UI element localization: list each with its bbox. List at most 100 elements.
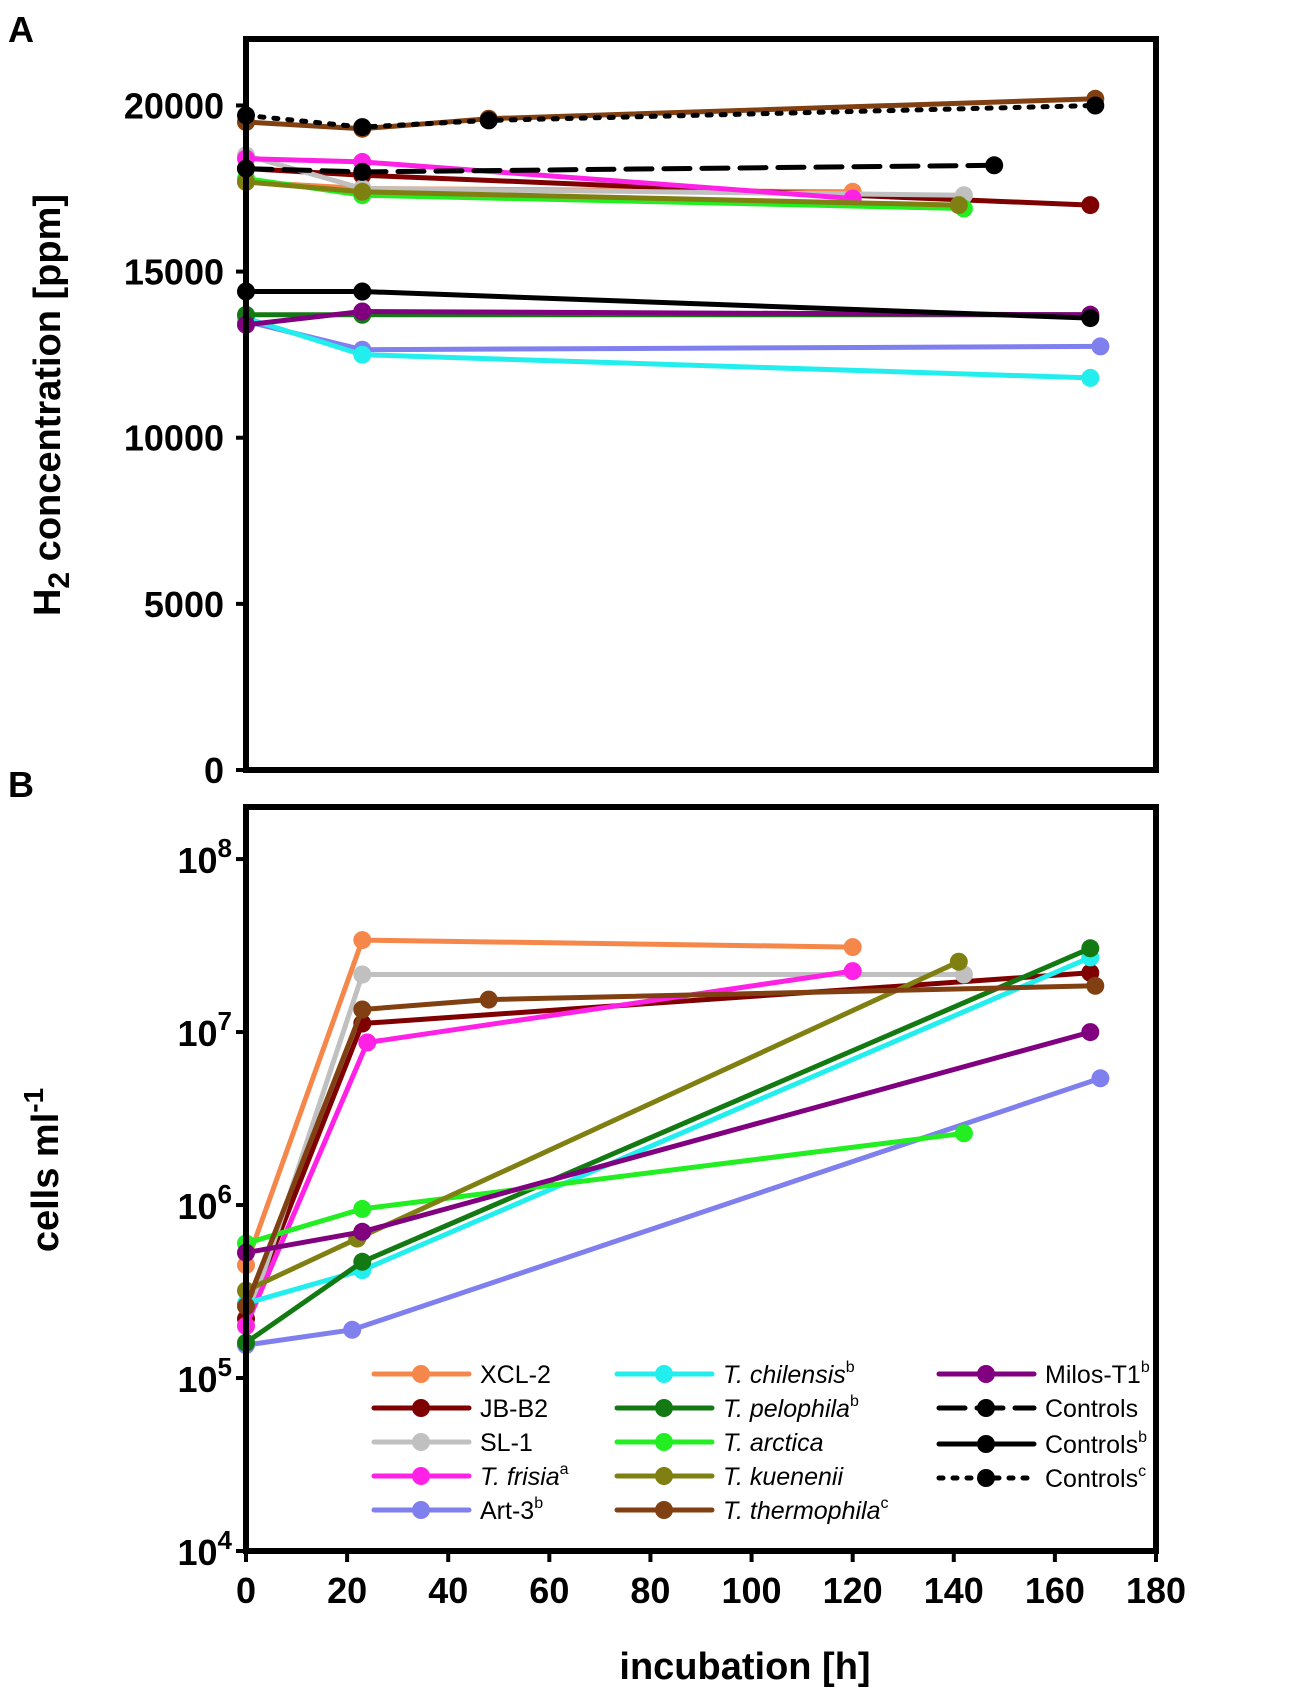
panel-b-point-t-arctica-1 <box>353 1199 372 1218</box>
legend-label: JB-B2 <box>480 1395 548 1423</box>
panel-b-point-t-frisia-1 <box>358 1033 377 1052</box>
y-label-sup-b: -1 <box>18 1088 49 1113</box>
panel-b-point-t-pelophila-1 <box>353 1252 372 1271</box>
legend-entry-controls-c: Controlsc <box>936 1463 1146 1493</box>
legend-marker <box>655 1433 673 1451</box>
panel-b-series-sl-1 <box>237 965 973 1335</box>
legend-label: T. kuenenii <box>723 1463 844 1491</box>
legend-label-text: T. frisia <box>480 1463 560 1491</box>
panel-b-ytick-label-3: 107 <box>177 1006 232 1054</box>
legend-marker <box>655 1399 673 1417</box>
legend-label: T. pelophilab <box>723 1393 859 1423</box>
legend-entry-t-frisia-a: T. frisiaa <box>371 1461 569 1491</box>
legend-entry-controls: Controls <box>936 1395 1138 1423</box>
panel-b-xtick-label-7: 140 <box>924 1570 984 1611</box>
panel-b-point-t-thermophila-1 <box>353 1000 372 1019</box>
legend-label-text: T. arctica <box>723 1429 824 1457</box>
panel-a-point-controls-c-2 <box>479 111 498 130</box>
panel-b-point-t-arctica-2 <box>954 1124 973 1143</box>
panel-a-point-t-chilensis-2 <box>1081 368 1100 387</box>
panel-a-point-controls-b-1 <box>353 282 372 301</box>
panel-a-marks <box>237 89 1110 387</box>
panel-a-point-t-chilensis-1 <box>353 345 372 364</box>
legend-label-sup: b <box>1141 1359 1150 1376</box>
legend-marker <box>977 1469 995 1487</box>
panel-b-ytick-label-2: 106 <box>177 1179 232 1227</box>
legend-label: T. frisiaa <box>480 1461 569 1491</box>
panel-a-point-t-kuenenii-2 <box>949 196 968 215</box>
panel-b-series-t-thermophila <box>237 976 1105 1316</box>
legend-marker <box>655 1501 673 1519</box>
legend-entry-t-kuenenii: T. kuenenii <box>614 1463 844 1491</box>
panel-a-chart: 0 5000 10000 15000 20000 H2 concentration [p… <box>27 36 1159 791</box>
legend-marker <box>412 1433 430 1451</box>
panel-b-frame <box>243 804 1159 1554</box>
panel-b-marks <box>237 931 1110 1355</box>
panel-a-ytick-label-3: 15000 <box>124 252 224 293</box>
panel-b-line-art-3 <box>243 1075 1103 1348</box>
legend-marker <box>412 1365 430 1383</box>
ytick-base: 10 <box>177 840 217 881</box>
panel-b-point-milos-t1-1 <box>353 1222 372 1241</box>
legend-label: Art-3b <box>480 1495 543 1525</box>
legend-label: T. thermophilac <box>723 1495 889 1525</box>
panel-b-xtick-label-3: 60 <box>529 1570 569 1611</box>
panel-b-xtick-label-0: 0 <box>236 1570 256 1611</box>
panel-a-series-milos-t1 <box>237 302 1100 334</box>
legend-entry-milos-t1-b: Milos-T1b <box>936 1359 1150 1389</box>
y-label-sub: 2 <box>43 572 76 589</box>
legend-marker <box>655 1365 673 1383</box>
legend-label: Milos-T1b <box>1045 1359 1150 1389</box>
legend-label: Controlsc <box>1045 1463 1146 1493</box>
legend-marker <box>655 1467 673 1485</box>
legend-entry-art-3-b: Art-3b <box>371 1495 543 1525</box>
panel-b-xtick-label-2: 40 <box>428 1570 468 1611</box>
legend-label: T. chilensisb <box>723 1359 855 1389</box>
panel-a-point-controls-1 <box>353 162 372 181</box>
panel-b-xtick-label-9: 180 <box>1126 1570 1186 1611</box>
panel-b-ytick-label-0: 104 <box>177 1525 232 1573</box>
panel-b-line-t-arctica <box>243 1130 967 1246</box>
panel-b-x-axis-label: incubation [h] <box>619 1646 870 1688</box>
legend-label-text: Controls <box>1045 1431 1138 1459</box>
legend-label-sup: b <box>534 1495 543 1512</box>
legend-marker <box>412 1501 430 1519</box>
panel-b-x-ticks: 0 20 40 60 80 100 120 140 160 180 <box>236 1551 1186 1611</box>
panel-label-a: A <box>8 9 34 50</box>
legend-label-sup: c <box>1138 1463 1146 1480</box>
legend-label-text: T. kuenenii <box>723 1463 844 1491</box>
panel-a-point-milos-t1-1 <box>353 302 372 321</box>
panel-b-point-t-thermophila-2 <box>479 990 498 1009</box>
legend-entry-t-arctica: T. arctica <box>614 1429 824 1457</box>
y-label-rest: concentration [ppm] <box>27 194 69 572</box>
panel-b-line-t-thermophila <box>243 983 1098 1309</box>
legend: XCL-2 JB-B2 SL-1 T. frisiaa Art-3b T. chilens… <box>371 1359 1150 1525</box>
ytick-exponent: 7 <box>218 1006 232 1036</box>
ytick-base: 10 <box>177 1013 217 1054</box>
legend-label: T. arctica <box>723 1429 824 1457</box>
panel-b-ytick-label-1: 105 <box>177 1352 232 1400</box>
legend-label-text: JB-B2 <box>480 1395 548 1423</box>
legend-entry-t-thermophila-c: T. thermophilac <box>614 1495 889 1525</box>
panel-b-xtick-label-1: 20 <box>327 1570 367 1611</box>
legend-label: SL-1 <box>480 1429 533 1457</box>
panel-b-point-xcl-2-2 <box>843 938 862 957</box>
legend-label-text: XCL-2 <box>480 1361 551 1389</box>
legend-label-text: T. pelophila <box>723 1395 850 1423</box>
legend-label: Controlsb <box>1045 1429 1147 1459</box>
panel-b-point-t-frisia-2 <box>843 962 862 981</box>
ytick-base: 10 <box>177 1186 217 1227</box>
ytick-exponent: 8 <box>218 833 232 863</box>
legend-label-text: T. thermophila <box>723 1497 881 1525</box>
panel-b-point-t-thermophila-3 <box>1086 976 1105 995</box>
panel-a-point-controls-2 <box>985 156 1004 175</box>
panel-a-series-controls <box>237 156 1004 181</box>
legend-entry-t-pelophila-b: T. pelophilab <box>614 1393 859 1423</box>
legend-label-text: Milos-T1 <box>1045 1361 1141 1389</box>
legend-marker <box>412 1399 430 1417</box>
panel-b-xtick-label-6: 120 <box>823 1570 883 1611</box>
panel-b-xtick-label-5: 100 <box>722 1570 782 1611</box>
panel-a-point-t-kuenenii-1 <box>353 182 372 201</box>
